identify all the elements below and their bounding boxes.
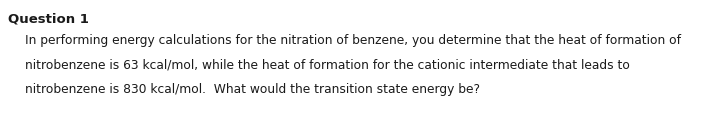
Text: In performing energy calculations for the nitration of benzene, you determine th: In performing energy calculations for th…: [25, 34, 681, 47]
Text: nitrobenzene is 63 kcal/mol, while the heat of formation for the cationic interm: nitrobenzene is 63 kcal/mol, while the h…: [25, 59, 630, 72]
Text: nitrobenzene is 830 kcal/mol.  What would the transition state energy be?: nitrobenzene is 830 kcal/mol. What would…: [25, 83, 480, 96]
Text: Question 1: Question 1: [8, 13, 89, 26]
